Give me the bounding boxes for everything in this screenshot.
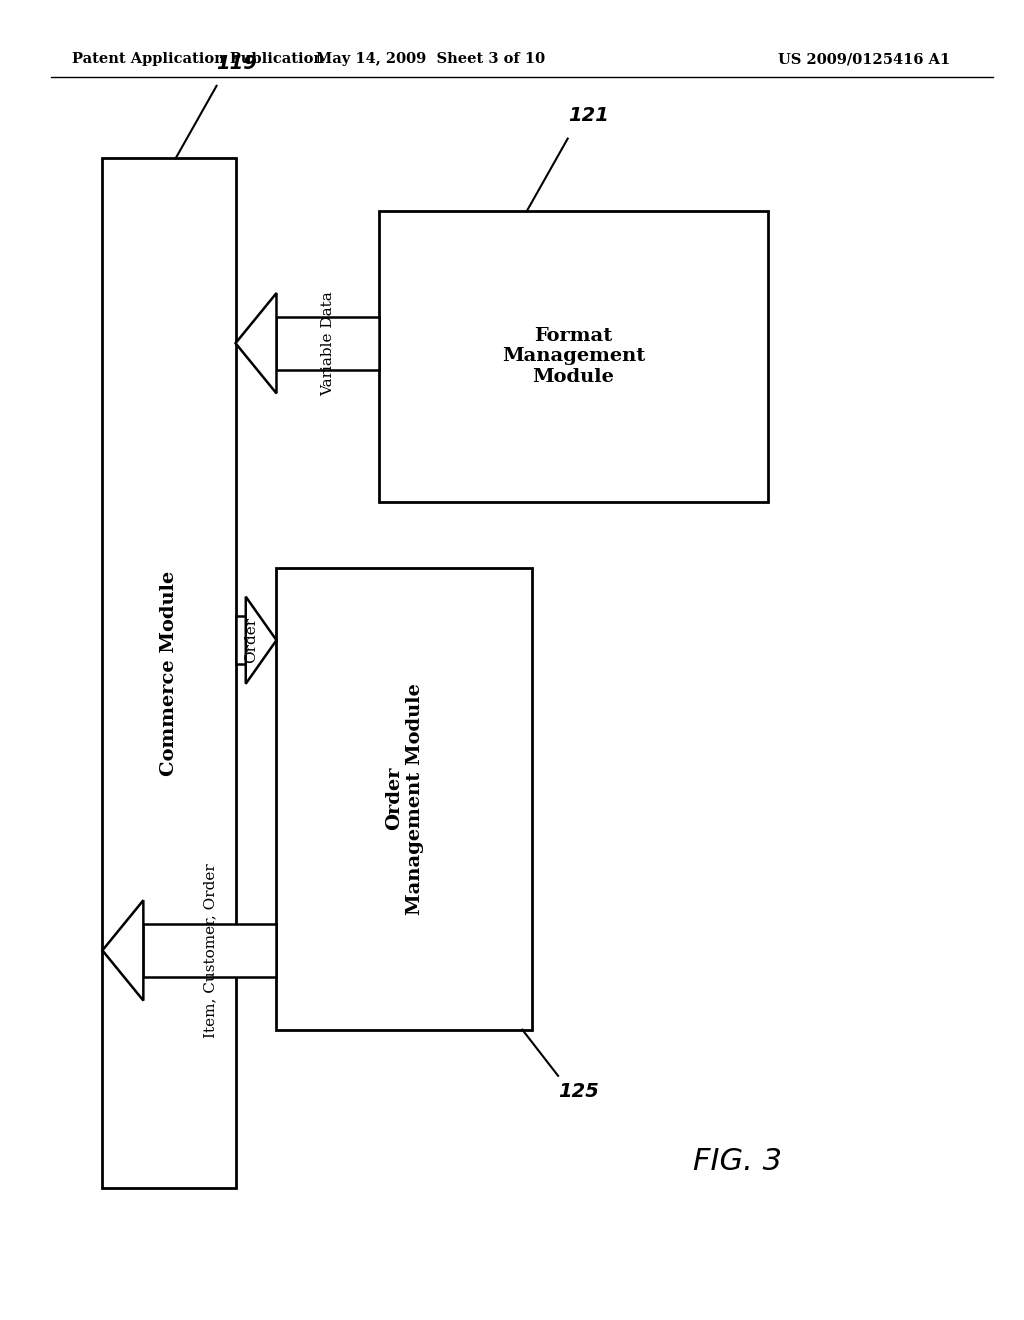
Text: 119: 119 — [217, 54, 257, 73]
Polygon shape — [102, 900, 143, 1001]
Polygon shape — [246, 597, 276, 684]
Text: 125: 125 — [558, 1082, 599, 1101]
Text: US 2009/0125416 A1: US 2009/0125416 A1 — [778, 53, 950, 66]
Polygon shape — [236, 293, 276, 393]
Text: Patent Application Publication: Patent Application Publication — [72, 53, 324, 66]
Text: Format
Management
Module: Format Management Module — [502, 326, 645, 387]
Text: Variable Data: Variable Data — [321, 290, 335, 396]
Bar — [143, 924, 276, 977]
Text: Order
Management Module: Order Management Module — [385, 682, 424, 915]
Text: Commerce Module: Commerce Module — [160, 570, 178, 776]
Bar — [379, 211, 768, 502]
Bar — [236, 616, 246, 664]
Text: Order: Order — [244, 618, 258, 663]
Text: 121: 121 — [567, 107, 608, 125]
Text: May 14, 2009  Sheet 3 of 10: May 14, 2009 Sheet 3 of 10 — [315, 53, 545, 66]
Text: Item, Customer, Order: Item, Customer, Order — [203, 863, 217, 1038]
Bar — [276, 568, 532, 1030]
Bar — [276, 317, 379, 370]
Text: FIG. 3: FIG. 3 — [693, 1147, 781, 1176]
Bar — [102, 158, 236, 1188]
